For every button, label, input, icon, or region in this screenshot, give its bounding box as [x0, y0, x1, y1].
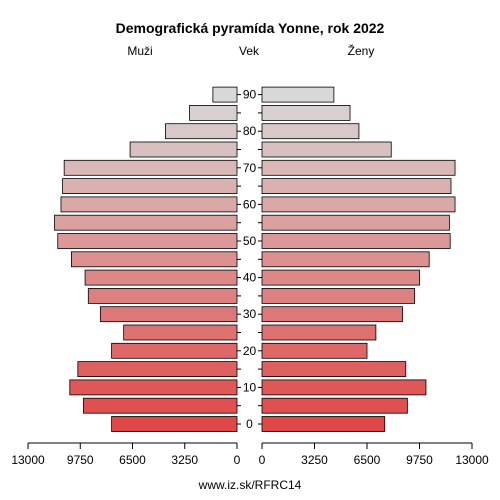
male-bar-age-40	[84, 269, 238, 286]
male-bar-age-50	[57, 233, 238, 249]
female-bar-age-30	[261, 306, 403, 323]
age-tick-label: 60	[243, 197, 257, 211]
x-tick-label: 3250	[301, 453, 328, 467]
female-bar-age-85	[261, 105, 351, 121]
male-bar-age-10	[69, 379, 238, 396]
center-axis-label: Vek	[239, 44, 260, 58]
female-bars	[261, 86, 456, 432]
left-series-label: Muži	[127, 44, 152, 58]
age-tick-label: 30	[243, 307, 257, 321]
female-bar-age-40	[261, 269, 420, 286]
female-bar-age-45	[261, 251, 430, 268]
x-tick-label: 3250	[171, 453, 198, 467]
female-bar-age-50	[261, 233, 451, 249]
female-bar-age-55	[261, 214, 450, 231]
male-bars	[54, 86, 238, 432]
female-bar-age-70	[261, 159, 456, 176]
x-tick-label: 9750	[406, 453, 433, 467]
right-series-label: Ženy	[348, 43, 375, 58]
male-bar-age-20	[111, 342, 238, 359]
age-tick-label: 80	[243, 124, 257, 138]
age-tick-label: 0	[246, 417, 253, 431]
male-bar-age-55	[54, 214, 238, 231]
male-bar-age-5	[83, 397, 238, 414]
female-bar-age-15	[261, 361, 407, 378]
female-bar-age-10	[261, 379, 427, 396]
female-bar-age-25	[261, 324, 377, 341]
female-bar-age-80	[261, 123, 360, 140]
age-tick-label: 20	[243, 344, 257, 358]
female-bar-age-75	[261, 141, 392, 158]
male-bar-age-80	[165, 123, 238, 140]
x-tick-label: 6500	[354, 453, 381, 467]
age-tick-label: 10	[243, 380, 257, 394]
female-bar-age-20	[261, 342, 368, 359]
male-bar-age-45	[71, 251, 238, 268]
male-bar-age-65	[62, 178, 238, 195]
male-bar-age-25	[123, 324, 238, 341]
x-tick-label: 13000	[455, 453, 489, 467]
female-bar-age-60	[261, 196, 456, 213]
male-bar-age-75	[129, 141, 238, 158]
age-tick-label: 40	[243, 271, 257, 285]
male-bar-age-70	[63, 159, 238, 176]
female-bar-age-65	[261, 178, 452, 195]
source-label: www.iz.sk/RFRC14	[198, 478, 302, 492]
male-bar-age-35	[87, 287, 238, 304]
left-x-axis: 13000 9750 6500 3250 0	[11, 442, 241, 467]
female-bar-age-0	[261, 416, 386, 432]
male-bar-age-85	[189, 105, 238, 121]
right-x-axis: 0 3250 6500 9750 13000	[259, 442, 489, 467]
x-tick-label: 9750	[67, 453, 94, 467]
chart-title: Demografická pyramída Yonne, rok 2022	[116, 20, 385, 36]
male-bar-age-30	[99, 306, 238, 323]
male-bar-age-90	[212, 86, 238, 103]
x-tick-label: 6500	[119, 453, 146, 467]
age-tick-label: 90	[243, 88, 257, 102]
x-tick-label: 13000	[11, 453, 45, 467]
x-tick-label: 0	[259, 453, 266, 467]
female-bar-age-5	[261, 397, 408, 414]
female-bar-age-35	[261, 287, 416, 304]
age-axis: 0 10 20 30 40 50 60 70 80 90	[237, 88, 262, 431]
male-bar-age-15	[77, 361, 238, 378]
male-bar-age-60	[60, 196, 238, 213]
age-tick-label: 50	[243, 234, 257, 248]
female-bar-age-90	[261, 86, 335, 103]
male-bar-age-0	[111, 416, 238, 432]
x-tick-label: 0	[234, 453, 241, 467]
age-tick-label: 70	[243, 161, 257, 175]
